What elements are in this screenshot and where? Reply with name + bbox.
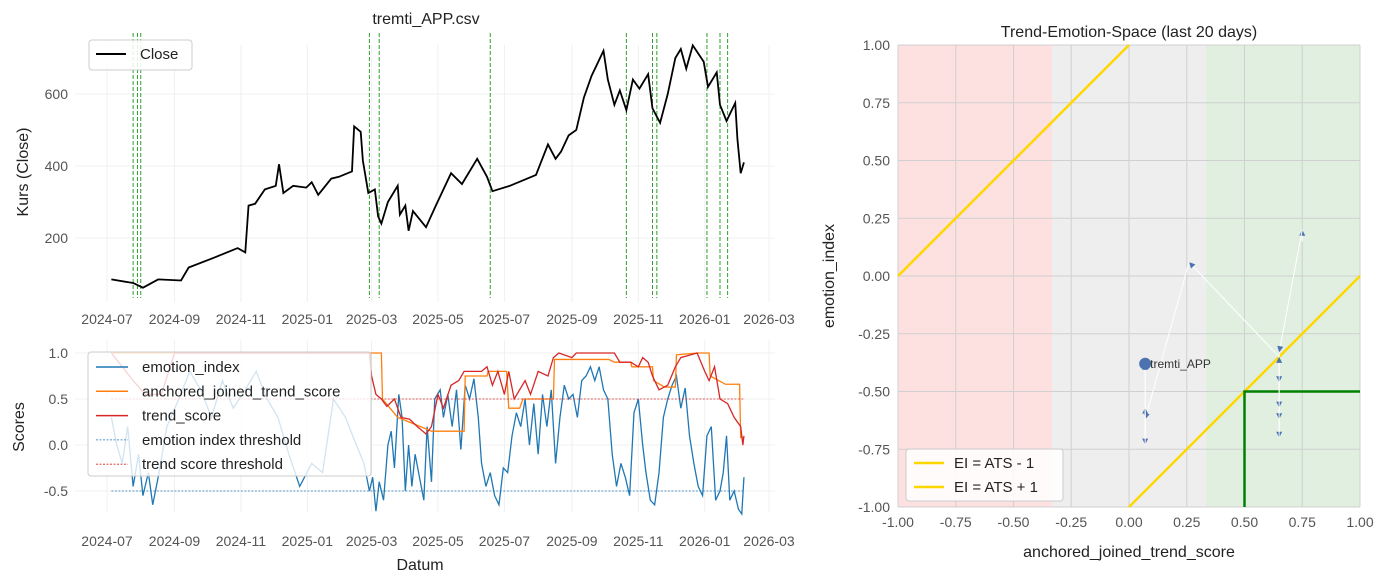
trajectory-segment [1278, 229, 1303, 353]
x-tick-label: 2025-07 [479, 533, 531, 549]
y-tick-label: 0.25 [863, 210, 890, 226]
current-point-label: tremti_APP [1150, 357, 1211, 371]
scores-chart: 2024-07 2024-09 2024-11 2025-01 2025-03 2025-… [11, 340, 795, 574]
x-tick-label: 2025-05 [412, 533, 464, 549]
x-tick-label: 2026-03 [743, 311, 795, 327]
x-axis-label: anchored_joined_trend_score [1023, 544, 1235, 561]
y-tick-label: 400 [45, 158, 69, 174]
y-axis-label: emotion_index [821, 224, 838, 328]
x-tick-label: 0.75 [1289, 514, 1316, 530]
x-tick-label: -1.00 [882, 514, 914, 530]
x-tick-label: 2024-07 [81, 533, 133, 549]
legend-anchored-joined-trend-score-label: anchored_joined_trend_score [142, 383, 340, 400]
x-tick-label: -0.75 [940, 514, 972, 530]
x-tick-label: 2024-07 [81, 311, 133, 327]
trend-score-line [110, 352, 745, 446]
chart-title: Trend-Emotion-Space (last 20 days) [1001, 24, 1257, 41]
price-chart: 2024-07 2024-09 2024-11 2025-01 2025-03 2025-… [15, 11, 795, 327]
y-tick-label: 600 [45, 86, 69, 102]
x-tick-label: 2025-01 [282, 533, 334, 549]
x-tick-label: 2026-03 [743, 533, 795, 549]
y-tick-label: 0.0 [49, 437, 69, 453]
plot-area [75, 45, 775, 302]
anchored-joined-trend-score-line [111, 352, 744, 439]
y-tick-label: 200 [45, 230, 69, 246]
ei-ats-plus-1-line [897, 44, 1130, 277]
y-tick-label: 1.00 [863, 37, 890, 53]
x-axis-label: Datum [396, 557, 443, 574]
y-tick-label: -0.75 [858, 441, 890, 457]
x-tick-label: 2026-01 [679, 533, 731, 549]
legend-label: Close [140, 46, 178, 63]
x-tick-label: 0.50 [1231, 514, 1258, 530]
x-tick-label: -0.50 [998, 514, 1030, 530]
y-tick-label: 0.75 [863, 95, 890, 111]
legend-emotion-index-label: emotion_index [142, 359, 240, 376]
x-tick-label: 2025-05 [412, 311, 464, 327]
x-tick-label: 1.00 [1346, 514, 1373, 530]
y-tick-label: 0.50 [863, 153, 890, 169]
x-tick-label: 0.25 [1173, 514, 1200, 530]
x-tick-label: 2024-09 [149, 533, 201, 549]
trajectory-segment [1188, 261, 1280, 358]
x-tick-label: 2025-09 [546, 311, 598, 327]
trajectory-arrow-icon [1189, 262, 1196, 269]
y-tick-label: -0.50 [858, 384, 890, 400]
trajectory-arrow-icon [1276, 356, 1283, 363]
x-tick-label: 0.00 [1115, 514, 1142, 530]
x-tick-label: 2026-01 [679, 311, 731, 327]
legend-emotion-index-threshold-label: emotion index threshold [142, 432, 301, 449]
y-tick-label: -0.25 [858, 326, 890, 342]
trajectory-segment [1144, 262, 1190, 420]
x-tick-label: 2024-11 [216, 311, 267, 327]
trend-emotion-space-chart: -1.00 -0.75 -0.50 -0.25 0.00 0.25 0.50 0.75 1.00… [821, 24, 1374, 561]
legend-label: EI = ATS - 1 [954, 455, 1034, 472]
trajectory-arrow-icon [1277, 345, 1284, 353]
x-tick-label: 2025-09 [546, 533, 598, 549]
x-tick-label: 2025-07 [479, 311, 531, 327]
y-tick-label: -1.00 [858, 499, 890, 515]
y-tick-label: 1.0 [49, 345, 69, 361]
target-zone-box [1243, 390, 1360, 507]
chart-title: tremti_APP.csv [372, 11, 479, 28]
x-tick-label: 2025-11 [613, 311, 664, 327]
x-tick-label: 2024-11 [216, 533, 267, 549]
x-tick-label: 2025-03 [346, 533, 398, 549]
legend-box [88, 39, 193, 71]
current-point-marker [1139, 357, 1152, 370]
legend-trend-score-label: trend_score [142, 408, 221, 425]
close-line [111, 43, 745, 289]
y-axis-label: Scores [11, 402, 28, 452]
x-tick-label: 2024-09 [149, 311, 201, 327]
y-axis-label: Kurs (Close) [15, 128, 32, 217]
y-tick-label: -0.5 [44, 483, 68, 499]
x-tick-label: 2025-11 [613, 533, 664, 549]
x-tick-label: 2025-01 [282, 311, 334, 327]
legend-label: EI = ATS + 1 [954, 479, 1038, 496]
y-tick-label: 0.5 [49, 391, 69, 407]
trajectory-arrow-icon [1299, 229, 1306, 236]
legend-trend-score-threshold-label: trend score threshold [142, 456, 283, 473]
legend-box [87, 351, 372, 477]
y-tick-label: 0.00 [863, 268, 890, 284]
x-tick-label: -0.25 [1055, 514, 1087, 530]
x-tick-label: 2025-03 [346, 311, 398, 327]
legend-box [905, 448, 1064, 502]
